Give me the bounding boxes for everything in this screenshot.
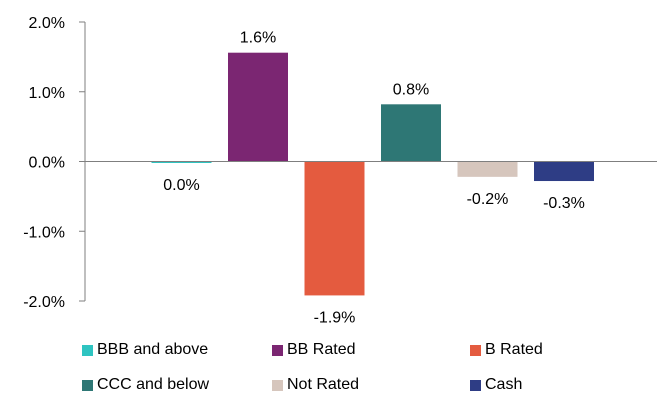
y-axis: 2.0% 1.0% 0.0% -1.0% -2.0% xyxy=(23,15,86,311)
legend-label: CCC and below xyxy=(97,376,210,393)
bar-cash xyxy=(534,161,594,182)
bar-not-rated xyxy=(457,161,518,177)
legend-swatch xyxy=(470,379,481,391)
legend-swatch xyxy=(272,379,283,391)
legend-swatch xyxy=(470,344,481,356)
y-tick-label: 2.0% xyxy=(29,15,65,32)
bar-ccc-and-below xyxy=(381,104,441,162)
y-tick-label: 1.0% xyxy=(29,85,65,102)
legend-label: Not Rated xyxy=(287,376,360,393)
legend-item: BB Rated xyxy=(272,341,355,359)
y-tick-label: -1.0% xyxy=(23,224,65,241)
data-label: -0.2% xyxy=(467,191,509,208)
data-label: 0.0% xyxy=(163,177,199,194)
bars xyxy=(151,52,594,296)
legend-label: B Rated xyxy=(485,341,543,358)
bar-b-rated xyxy=(304,161,365,296)
data-label: 0.8% xyxy=(393,81,429,98)
data-label: 1.6% xyxy=(240,30,276,47)
legend: BBB and above BB Rated B Rated CCC and belo… xyxy=(82,338,642,398)
legend-item: B Rated xyxy=(470,341,543,359)
legend-swatch xyxy=(82,379,93,391)
legend-label: BBB and above xyxy=(97,341,209,358)
data-label: -0.3% xyxy=(543,195,585,212)
legend-swatch xyxy=(82,344,93,356)
bar-bbb-and-above xyxy=(151,161,212,163)
legend-item: Cash xyxy=(470,376,522,394)
y-tick-label: -2.0% xyxy=(23,294,65,311)
y-tick-label: 0.0% xyxy=(29,155,65,172)
legend-swatch xyxy=(272,344,283,356)
legend-item: Not Rated xyxy=(272,376,359,394)
legend-item: BBB and above xyxy=(82,341,208,359)
legend-item: CCC and below xyxy=(82,376,209,394)
data-label: -1.9% xyxy=(314,309,356,326)
data-labels: 0.0% 1.6% -1.9% 0.8% -0.2% -0.3% xyxy=(163,30,585,327)
bar-bb-rated xyxy=(228,52,288,162)
legend-label: BB Rated xyxy=(287,341,356,358)
legend-label: Cash xyxy=(485,376,523,393)
